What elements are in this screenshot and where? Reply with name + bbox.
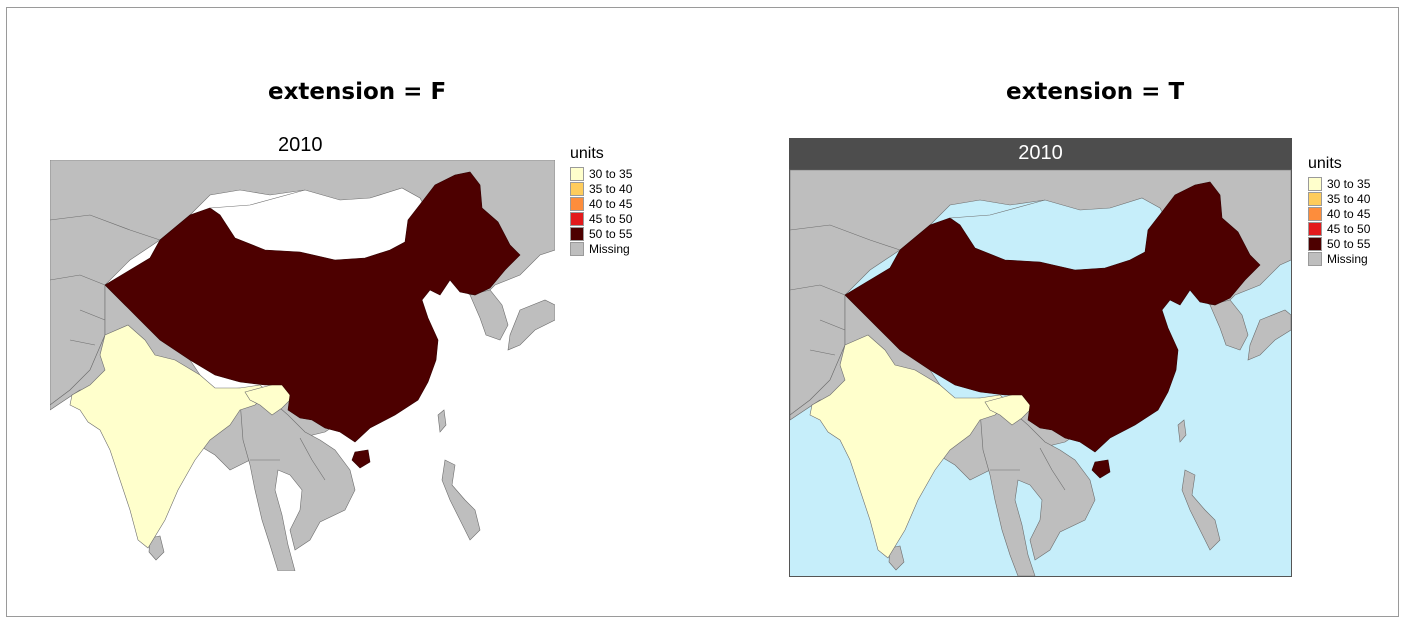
legend-left-item: 35 to 40 <box>570 181 632 196</box>
legend-label: 40 to 45 <box>589 196 633 211</box>
map-right <box>789 169 1292 577</box>
missing-seasia-left <box>239 394 356 571</box>
missing-seasia-right <box>979 404 1096 576</box>
legend-label: 30 to 35 <box>589 166 633 181</box>
legend-swatch <box>1308 191 1322 206</box>
legend-swatch <box>570 196 584 211</box>
missing-korea-right <box>1209 299 1249 351</box>
legend-left-item: 30 to 35 <box>570 166 632 181</box>
map-left <box>50 160 555 571</box>
panel-heading-left: extension = F <box>268 79 447 105</box>
missing-japan-right <box>1247 309 1291 361</box>
legend-label: 45 to 50 <box>589 211 633 226</box>
legend-label: 35 to 40 <box>589 181 633 196</box>
legend-right-item: 50 to 55 <box>1308 236 1370 251</box>
legend-label: Missing <box>589 241 630 256</box>
legend-label: Missing <box>1327 251 1368 266</box>
legend-swatch <box>570 226 584 241</box>
legend-right-item: 30 to 35 <box>1308 176 1370 191</box>
legend-label: 35 to 40 <box>1327 191 1371 206</box>
legend-swatch <box>570 211 584 226</box>
legend-right-item: 40 to 45 <box>1308 206 1370 221</box>
legend-right-item: 35 to 40 <box>1308 191 1370 206</box>
missing-taiwan-right <box>1177 419 1187 443</box>
legend-right-title: units <box>1308 155 1342 172</box>
legend-right-item: Missing <box>1308 251 1370 266</box>
india-right <box>809 334 1009 559</box>
legend-left-item: Missing <box>570 241 632 256</box>
panel-heading-right: extension = T <box>1006 79 1185 105</box>
legend-swatch <box>1308 221 1322 236</box>
legend-swatch <box>570 181 584 196</box>
legend-label: 30 to 35 <box>1327 176 1371 191</box>
missing-srilanka-left <box>148 535 165 561</box>
legend-swatch <box>570 166 584 181</box>
legend-label: 45 to 50 <box>1327 221 1371 236</box>
legend-label: 40 to 45 <box>1327 206 1371 221</box>
missing-srilanka-right <box>888 545 905 571</box>
china-hainan-right <box>1091 459 1111 479</box>
legend-swatch <box>1308 236 1322 251</box>
year-strip-right: 2010 <box>789 138 1292 169</box>
missing-philippines-left <box>441 459 481 541</box>
legend-left-title: units <box>570 145 604 162</box>
legend-right: units 30 to 35 35 to 40 40 to 45 45 to 5… <box>1308 155 1370 266</box>
map-right-svg <box>790 170 1291 576</box>
borders-right <box>790 199 1066 491</box>
legend-left: units 30 to 35 35 to 40 40 to 45 45 to 5… <box>570 145 632 256</box>
legend-right-item: 45 to 50 <box>1308 221 1370 236</box>
missing-taiwan-left <box>437 409 447 433</box>
legend-swatch <box>1308 176 1322 191</box>
legend-swatch <box>1308 206 1322 221</box>
legend-label: 50 to 55 <box>589 226 633 241</box>
legend-left-item: 50 to 55 <box>570 226 632 241</box>
missing-philippines-right <box>1181 469 1221 551</box>
legend-left-item: 45 to 50 <box>570 211 632 226</box>
china-right <box>844 181 1261 453</box>
china-left <box>104 171 521 443</box>
legend-swatch <box>1308 251 1322 266</box>
figure-frame <box>6 7 1399 617</box>
year-title-right: 2010 <box>1018 142 1063 164</box>
legend-left-item: 40 to 45 <box>570 196 632 211</box>
year-title-left: 2010 <box>278 134 323 156</box>
missing-korea-left <box>469 289 509 341</box>
borders-left <box>50 189 326 481</box>
legend-label: 50 to 55 <box>1327 236 1371 251</box>
missing-japan-left <box>507 299 555 351</box>
map-left-svg <box>50 160 555 571</box>
china-hainan-left <box>351 449 371 469</box>
india-left <box>69 324 269 549</box>
legend-swatch <box>570 241 584 256</box>
